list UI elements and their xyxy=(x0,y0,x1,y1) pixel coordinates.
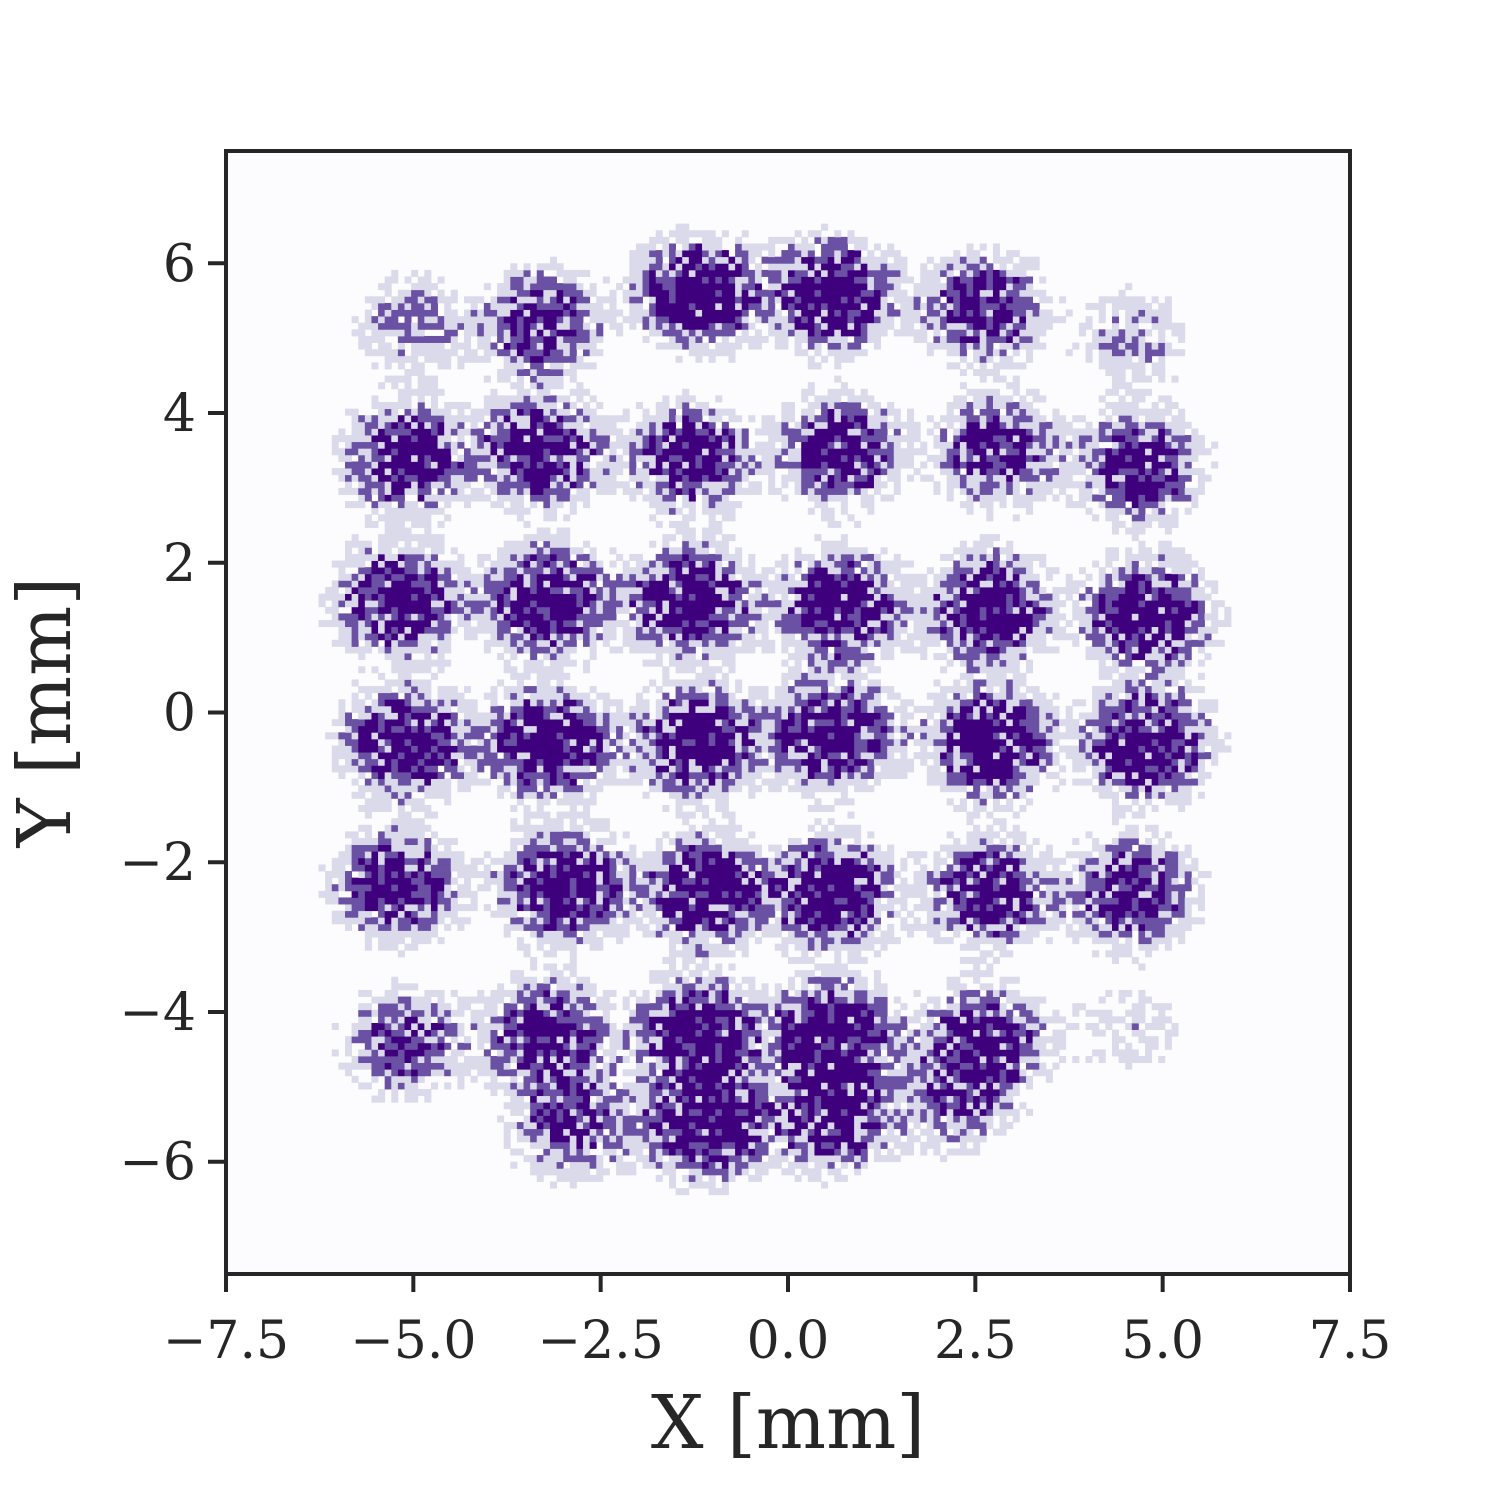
heatmap-cells xyxy=(318,223,1232,1196)
plot-frame xyxy=(224,149,1352,1276)
x-tick-label: −7.5 xyxy=(163,1311,289,1371)
y-tick-label: 4 xyxy=(163,384,196,444)
y-tick-label: 6 xyxy=(163,234,196,294)
x-tick-label: −2.5 xyxy=(538,1311,664,1371)
y-tick-label: 2 xyxy=(163,534,196,594)
axis-ticks: −7.5 −5.0 −2.5 0.0 2.5 5.0 7.5 −6 −4 −2 0 2 4 6 xyxy=(119,234,1391,1371)
x-tick-label: 2.5 xyxy=(934,1311,1017,1371)
y-tick-label: −4 xyxy=(119,983,196,1043)
y-tick-label: −6 xyxy=(119,1133,196,1193)
x-tick-label: 7.5 xyxy=(1309,1311,1392,1371)
y-tick-label: −2 xyxy=(119,833,196,893)
y-axis-label: Y [mm] xyxy=(2,577,88,848)
y-tick-label: 0 xyxy=(163,684,196,744)
x-axis-label: X [mm] xyxy=(651,1380,925,1466)
x-tick-label: −5.0 xyxy=(350,1311,476,1371)
x-tick-label: 5.0 xyxy=(1121,1311,1204,1371)
x-tick-label: 0.0 xyxy=(747,1311,830,1371)
